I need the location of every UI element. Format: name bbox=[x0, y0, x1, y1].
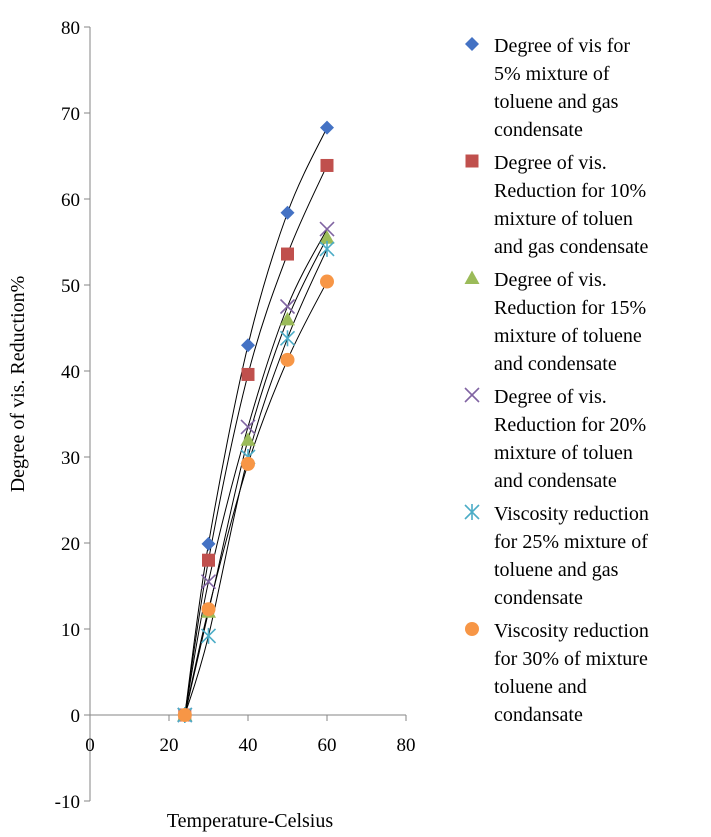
legend-marker bbox=[465, 154, 479, 168]
legend-marker bbox=[464, 504, 480, 520]
data-point bbox=[281, 247, 294, 261]
y-tick-label: 0 bbox=[71, 706, 81, 727]
x-tick-label: 0 bbox=[85, 735, 95, 756]
legend-marker bbox=[464, 270, 480, 284]
legend-label-line: Reduction for 15% bbox=[494, 297, 646, 319]
legend-label-line: Degree of vis. bbox=[494, 152, 607, 174]
legend-label-line: and condensate bbox=[494, 353, 617, 375]
legend-label-line: toluene and gas bbox=[494, 559, 619, 581]
data-point bbox=[200, 627, 217, 644]
legend-marker bbox=[465, 37, 479, 51]
legend-label-line: and gas condensate bbox=[494, 236, 649, 258]
x-axis-title: Temperature-Celsius bbox=[167, 810, 334, 832]
legend: Degree of vis for 5% mixture of toluene an… bbox=[464, 35, 649, 726]
y-tick-label: -10 bbox=[55, 792, 80, 813]
x-tick-label: 60 bbox=[318, 735, 337, 756]
legend-label-line: Viscosity reduction bbox=[494, 503, 649, 525]
y-tick-label: 80 bbox=[61, 18, 80, 39]
legend-label-line: mixture of toluen bbox=[494, 442, 633, 464]
data-point bbox=[319, 230, 335, 244]
y-axis-title: Degree of vis. Reduction% bbox=[7, 276, 29, 493]
y-tick-label: 30 bbox=[61, 448, 80, 469]
legend-item: Degree of vis for 5% mixture of toluene an… bbox=[465, 35, 630, 141]
series-6 bbox=[177, 274, 334, 722]
trendline bbox=[184, 248, 328, 716]
data-point bbox=[240, 419, 256, 435]
data-point bbox=[202, 553, 215, 567]
legend-item: Degree of vis. Reduction for 20% mixture o… bbox=[464, 386, 646, 492]
legend-label-line: Reduction for 10% bbox=[494, 180, 646, 202]
legend-label-line: 5% mixture of bbox=[494, 63, 610, 85]
y-tick-label: 70 bbox=[61, 104, 80, 125]
data-point bbox=[241, 456, 255, 471]
legend-label-line: toluene and gas bbox=[494, 91, 619, 113]
data-point bbox=[320, 120, 334, 135]
legend-marker bbox=[464, 387, 480, 403]
series-1 bbox=[177, 120, 334, 722]
trendline bbox=[184, 165, 328, 716]
data-point bbox=[280, 205, 295, 220]
data-point bbox=[320, 274, 334, 289]
legend-label-line: condensate bbox=[494, 119, 583, 141]
legend-label-line: mixture of toluene bbox=[494, 325, 642, 347]
data-point bbox=[201, 536, 216, 551]
legend-label-line: Degree of vis. bbox=[494, 269, 607, 291]
data-point bbox=[241, 367, 255, 381]
data-point bbox=[319, 240, 335, 257]
legend-label-line: Reduction for 20% bbox=[494, 414, 646, 436]
data-point bbox=[279, 298, 296, 315]
data-point bbox=[279, 330, 296, 347]
legend-label-line: Degree of vis for bbox=[494, 35, 630, 57]
trendlines bbox=[184, 127, 328, 716]
data-point bbox=[240, 432, 256, 446]
legend-label-line: for 25% mixture of bbox=[494, 531, 648, 553]
data-point bbox=[280, 352, 295, 367]
legend-label-line: mixture of toluen bbox=[494, 208, 633, 230]
series-4 bbox=[177, 221, 335, 723]
legend-label-line: toluene and bbox=[494, 676, 587, 698]
data-point bbox=[280, 311, 295, 326]
y-axis-ticks: -10 0 10 20 30 40 50 60 70 80 bbox=[55, 18, 90, 813]
data-point bbox=[319, 221, 335, 237]
legend-item: Viscosity reduction for 25% mixture of tol… bbox=[464, 503, 649, 609]
x-tick-label: 80 bbox=[397, 735, 416, 756]
legend-label-line: and condensate bbox=[494, 470, 617, 492]
y-tick-label: 40 bbox=[61, 362, 80, 383]
y-tick-label: 10 bbox=[61, 620, 80, 641]
data-point bbox=[201, 602, 216, 617]
y-tick-label: 50 bbox=[61, 276, 80, 297]
data-point bbox=[320, 158, 334, 172]
x-axis-ticks: 0 20 40 60 80 bbox=[85, 715, 416, 756]
legend-item: Degree of vis. Reduction for 15% mixture o… bbox=[464, 269, 646, 375]
legend-item: Degree of vis. Reduction for 10% mixture o… bbox=[465, 152, 649, 258]
legend-label-line: Degree of vis. bbox=[494, 386, 607, 408]
series-3 bbox=[177, 230, 335, 721]
y-tick-label: 60 bbox=[61, 190, 80, 211]
legend-marker bbox=[465, 622, 479, 636]
data-point bbox=[200, 574, 217, 590]
legend-label-line: for 30% of mixture bbox=[494, 648, 648, 670]
trendline bbox=[184, 228, 328, 716]
legend-label-line: Viscosity reduction bbox=[494, 620, 649, 642]
data-point bbox=[241, 338, 255, 353]
trendline bbox=[184, 127, 328, 716]
legend-item: Viscosity reduction for 30% of mixture tol… bbox=[465, 620, 649, 726]
legend-label-line: condensate bbox=[494, 587, 583, 609]
data-markers bbox=[177, 120, 335, 723]
axes bbox=[89, 27, 406, 801]
y-tick-label: 20 bbox=[61, 534, 80, 555]
legend-label-line: condansate bbox=[494, 704, 583, 726]
x-tick-label: 40 bbox=[239, 735, 258, 756]
data-point bbox=[177, 708, 192, 722]
x-tick-label: 20 bbox=[160, 735, 179, 756]
